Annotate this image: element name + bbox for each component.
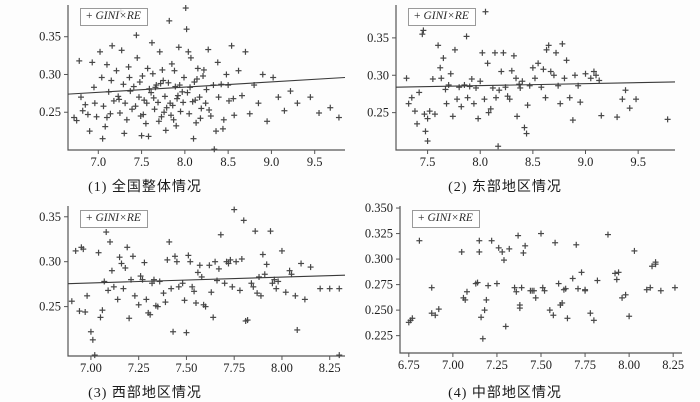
legend-box: + GINI×RE: [412, 210, 480, 228]
x-tick-label: 9.0: [264, 155, 280, 169]
subplot-caption: (1) 全国整体情况: [88, 180, 202, 195]
scatter-plot-central: 6.75 7.00 7.25 7.50 7.75 8.00 8.25 0.225 0.250 0.…: [365, 201, 684, 372]
axis-lines: [395, 5, 675, 151]
scatter-plot-national: 7.0 7.5 8.0 8.5 9.0 9.5 0.25 0.30 0.35: [39, 5, 346, 169]
y-tick-label: 0.35: [39, 30, 61, 44]
legend-box: + GINI×RE: [80, 210, 148, 228]
y-tick-label: 0.30: [39, 67, 61, 81]
x-tick-label: 7.00: [80, 361, 102, 375]
y-tick-label: 0.300: [365, 252, 393, 266]
x-tick-label: 7.75: [574, 358, 596, 372]
y-tick-label: 0.25: [367, 106, 389, 120]
scatter-points: [71, 5, 342, 153]
subplot-caption: (3) 西部地区情况: [88, 386, 202, 401]
x-tick-label: 7.0: [90, 155, 106, 169]
x-tick-label: 9.5: [307, 155, 323, 169]
scatter-plot-eastern: 7.5 8.0 8.5 9.0 9.5 0.25 0.30 0.35: [367, 5, 676, 169]
scatter-points: [405, 230, 678, 342]
x-tick-label: 8.25: [662, 358, 684, 372]
x-tick-label: 9.0: [578, 155, 594, 169]
plus-marker-icon: +: [418, 212, 425, 224]
y-tick-label: 0.35: [39, 210, 61, 224]
axis-lines: [399, 206, 682, 354]
y-tick-label: 0.25: [39, 300, 61, 314]
trend-line: [67, 274, 346, 285]
plus-marker-icon: +: [414, 10, 421, 22]
axis-lines: [67, 5, 345, 151]
subplot-caption: (2) 东部地区情况: [448, 180, 562, 195]
axis-lines: [67, 206, 345, 357]
x-tick-label: 7.25: [128, 361, 150, 375]
subplot-central: 6.75 7.00 7.25 7.50 7.75 8.00 8.25 0.225 0.250 0.…: [350, 198, 700, 402]
x-tick-label: 8.5: [525, 155, 541, 169]
subplot-western: 7.00 7.25 7.50 7.75 8.00 8.25 0.25 0.30 0.35 + GI…: [0, 198, 350, 402]
x-tick-label: 7.50: [176, 361, 198, 375]
x-tick-label: 8.5: [220, 155, 236, 169]
x-tick-label: 7.00: [442, 358, 464, 372]
trend-line: [395, 81, 676, 88]
legend-label: GINI×RE: [95, 10, 141, 22]
legend-box: + GINI×RE: [80, 8, 148, 26]
legend-label: GINI×RE: [427, 212, 473, 224]
x-tick-label: 7.75: [223, 361, 245, 375]
x-tick-label: 9.5: [630, 155, 646, 169]
scatter-points: [403, 8, 671, 150]
x-tick-label: 7.50: [530, 358, 552, 372]
x-tick-label: 8.0: [177, 155, 193, 169]
x-tick-label: 7.5: [134, 155, 150, 169]
trend-line: [67, 76, 346, 95]
y-tick-label: 0.25: [39, 105, 61, 119]
y-tick-label: 0.350: [365, 201, 393, 215]
x-tick-label: 8.25: [319, 361, 341, 375]
y-tick-label: 0.325: [365, 227, 393, 241]
x-tick-label: 7.25: [486, 358, 508, 372]
scatter-plot-western: 7.00 7.25 7.50 7.75 8.00 8.25 0.25 0.30 0.35: [39, 206, 346, 375]
x-tick-label: 7.5: [420, 155, 436, 169]
legend-box: + GINI×RE: [408, 8, 476, 26]
subplot-caption: (4) 中部地区情况: [448, 386, 562, 401]
y-tick-label: 0.30: [367, 68, 389, 82]
y-tick-label: 0.225: [365, 329, 393, 343]
y-tick-label: 0.35: [367, 31, 389, 45]
plus-marker-icon: +: [86, 212, 93, 224]
subplot-national: 7.0 7.5 8.0 8.5 9.0 9.5 0.25 0.30 0.35 + GINI×RE …: [0, 0, 350, 198]
x-tick-label: 8.00: [271, 361, 293, 375]
legend-label: GINI×RE: [423, 10, 469, 22]
x-tick-label: 8.00: [618, 358, 640, 372]
x-tick-label: 6.75: [398, 358, 420, 372]
y-tick-label: 0.250: [365, 303, 393, 317]
y-tick-label: 0.275: [365, 278, 393, 292]
subplot-eastern: 7.5 8.0 8.5 9.0 9.5 0.25 0.30 0.35 + GINI×RE (2)…: [350, 0, 700, 198]
x-tick-label: 8.0: [472, 155, 488, 169]
plus-marker-icon: +: [86, 10, 93, 22]
legend-label: GINI×RE: [95, 212, 141, 224]
y-tick-label: 0.30: [39, 255, 61, 269]
scatter-points: [68, 206, 343, 359]
